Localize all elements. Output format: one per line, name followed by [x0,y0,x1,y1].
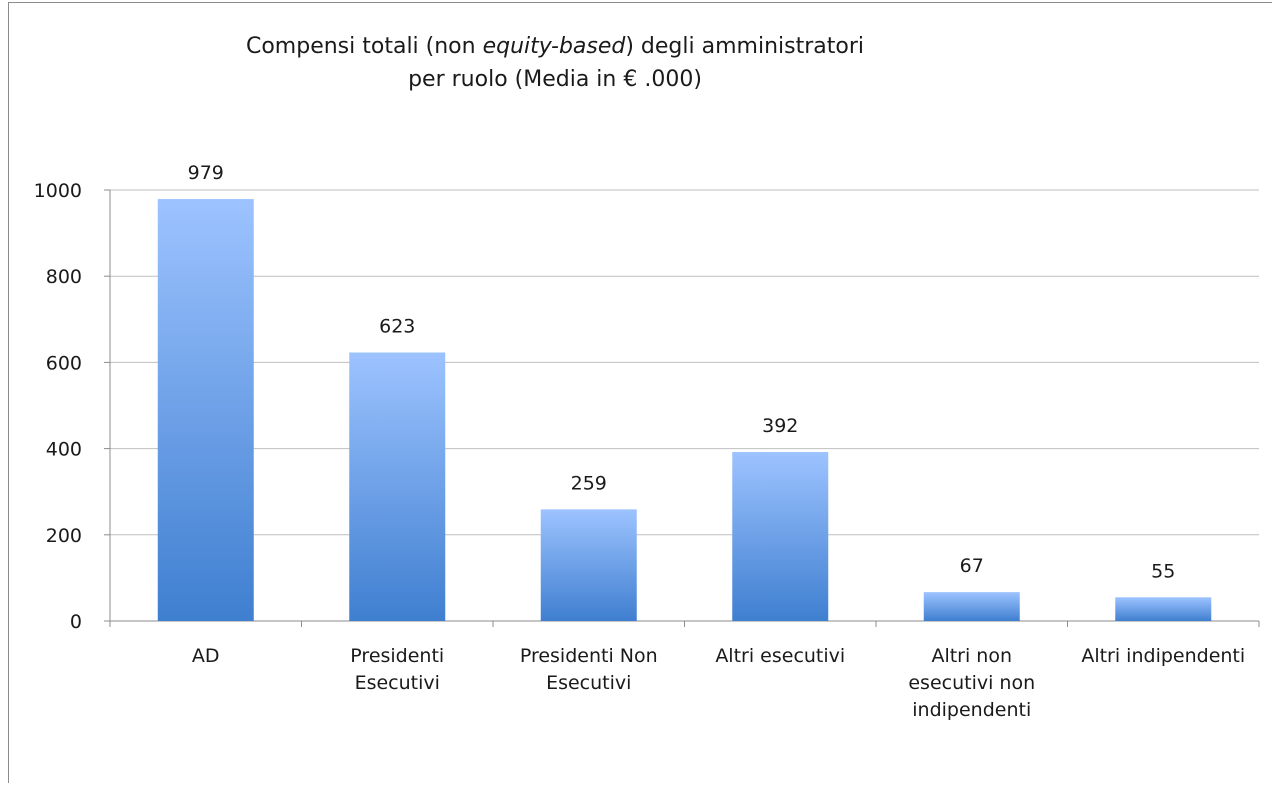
bar-4 [923,592,1020,621]
category-label-4-line-0: Altri non [931,645,1012,667]
category-label-5-line-0: Altri indipendenti [1081,645,1245,667]
category-label-2: Presidenti Non Esecutivi [520,645,658,694]
bar-5 [1115,597,1212,621]
y-tick-label-600: 600 [46,352,82,374]
data-label-5: 55 [1151,560,1175,582]
data-label-2: 259 [571,472,607,494]
data-label-1: 623 [379,315,415,337]
category-label-1: Presidenti Esecutivi [350,645,444,694]
y-tick-label-0: 0 [70,611,82,633]
bar-0 [157,199,254,621]
category-label-1-line-0: Presidenti [350,645,444,667]
category-label-2-line-0: Presidenti Non [520,645,658,667]
title-part-pre: Compensi totali (non [245,34,483,59]
category-label-5: Altri indipendenti [1081,645,1245,667]
title-part-post: ) degli amministratori [625,34,864,59]
category-label-3: Altri esecutivi [715,645,845,667]
bar-3 [732,452,829,621]
category-label-4-line-2: indipendenti [912,699,1031,721]
category-label-2-line-1: Esecutivi [546,672,631,694]
chart-title-line-1: Compensi totali (non equity-based) degli… [0,30,1110,63]
y-tick-label-200: 200 [46,525,82,547]
data-label-0: 979 [188,162,224,184]
bar-1 [349,352,446,621]
bar-2 [540,509,637,621]
chart-title-line-2: per ruolo (Media in € .000) [408,67,702,92]
category-label-4: Altri non esecutivi non indipendenti [908,645,1035,721]
y-tick-label-800: 800 [46,266,82,288]
category-label-4-line-1: esecutivi non [908,672,1035,694]
chart-frame [8,2,1272,783]
data-label-3: 392 [762,415,798,437]
y-tick-label-400: 400 [46,439,82,461]
category-label-1-line-1: Esecutivi [355,672,440,694]
category-label-0-line-0: AD [192,645,220,667]
category-label-3-line-0: Altri esecutivi [715,645,845,667]
data-label-4: 67 [960,555,984,577]
category-label-0: AD [192,645,220,667]
chart-title: Compensi totali (non equity-based) degli… [0,30,1110,96]
title-part-em: equity-based [482,34,626,59]
y-tick-label-1000: 1000 [34,180,82,202]
